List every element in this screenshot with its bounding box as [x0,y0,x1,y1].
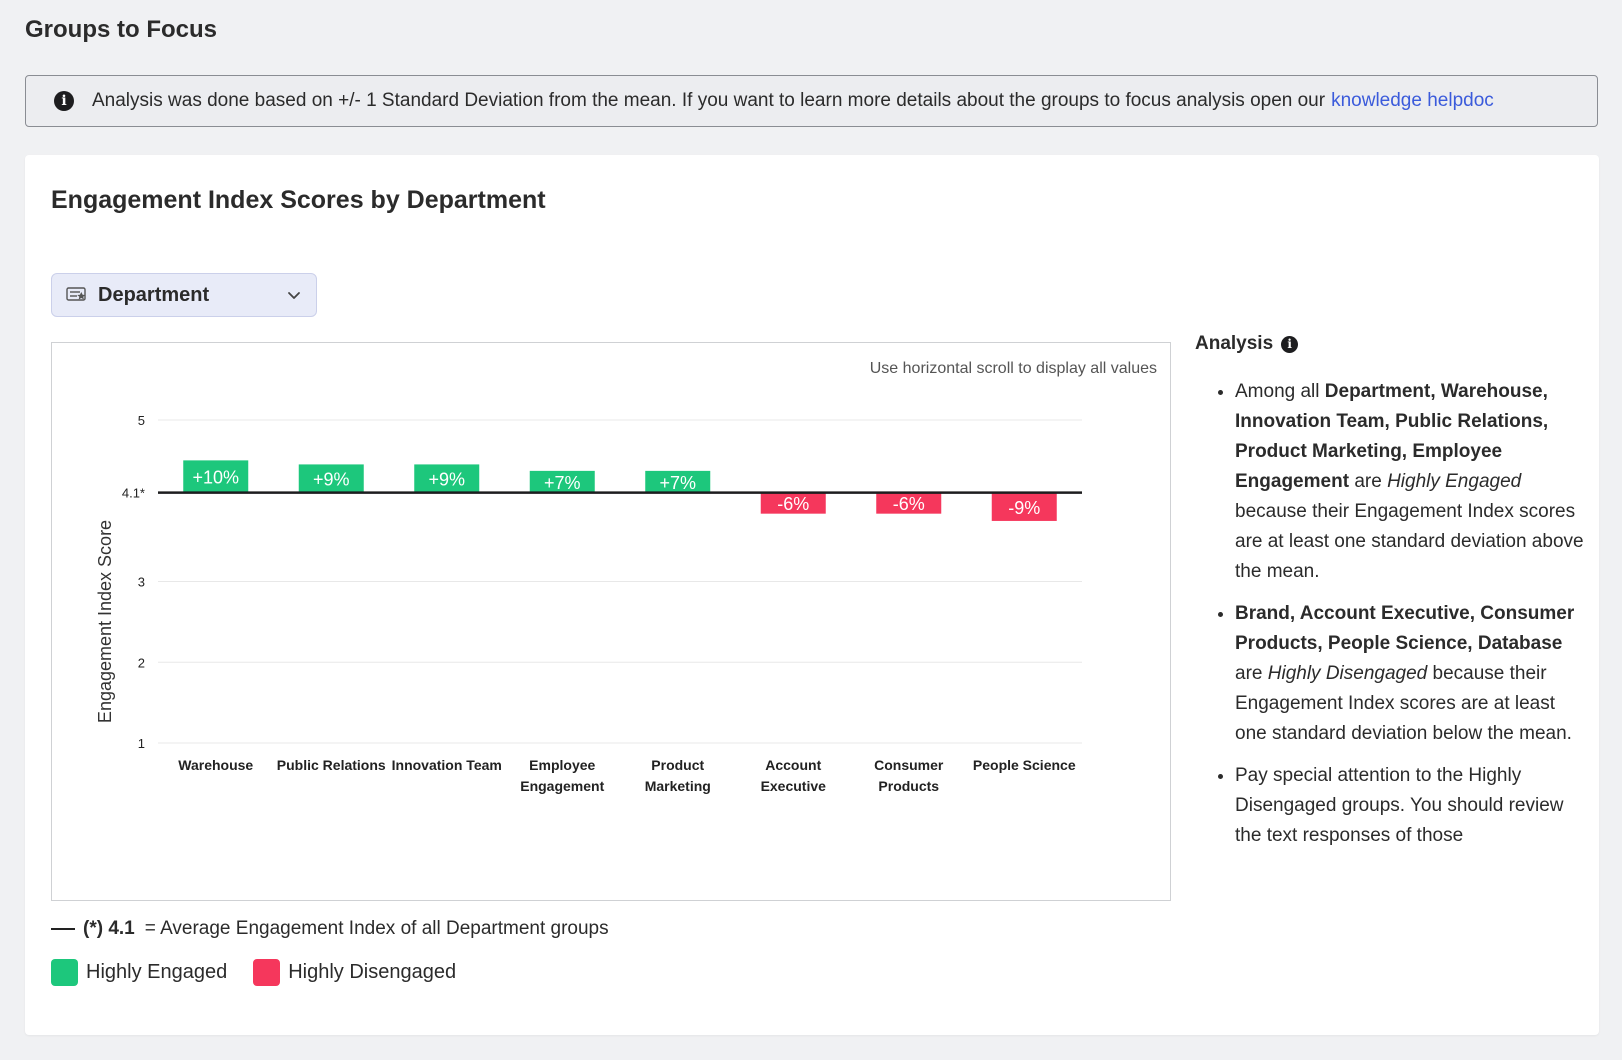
legend-engaged-label: Highly Engaged [86,961,228,983]
x-tick-label: Innovation Team [392,757,502,773]
y-tick-label: 1 [138,736,145,751]
x-tick-label: Marketing [645,778,711,794]
dropdown-value: Department [98,283,210,306]
x-tick-label: Engagement [520,778,604,794]
bar-value-label: -6% [893,494,925,514]
bar [645,470,711,493]
y-tick-label: 3 [138,575,145,590]
analysis-text: are [1354,471,1382,492]
bar [529,470,595,493]
card-title: Engagement Index Scores by Department [51,186,546,214]
chart-container[interactable]: Use horizontal scroll to display all val… [51,342,1171,901]
analysis-panel: Analysis i Among all Department, Warehou… [1195,333,1585,863]
analysis-status: Highly Disengaged [1267,663,1428,684]
grouping-icon [66,287,86,301]
y-axis-label: Engagement Index Score [95,520,115,723]
color-legend: Highly Engaged Highly Disengaged [51,959,482,986]
analysis-title: Analysis i [1195,333,1585,355]
y-tick-label: 4.1* [122,486,145,501]
bar-value-label: +7% [544,473,581,493]
legend-disengaged: Highly Disengaged [253,959,456,986]
legend-disengaged-label: Highly Disengaged [288,961,457,983]
mean-legend-value: (*) 4.1 [83,918,135,939]
analysis-text: Among all [1235,381,1320,402]
legend-engaged: Highly Engaged [51,959,227,986]
info-icon[interactable]: i [1281,335,1299,353]
x-tick-label: Warehouse [178,757,253,773]
bar [298,464,364,493]
analysis-title-text: Analysis [1195,333,1274,354]
analysis-text: because their Engagement Index scores ar… [1235,501,1584,582]
chevron-down-icon [288,292,300,299]
analysis-groups: Brand, Account Executive, Consumer Produ… [1235,603,1575,654]
y-tick-label: 5 [138,413,145,428]
bar-value-label: +7% [659,473,696,493]
x-tick-label: Products [878,778,939,794]
bar [991,492,1057,521]
bar-chart: 1 2 3 4.1* 5 Engagement Index Score +10% Wareho… [95,413,1082,794]
disengaged-swatch [253,959,281,986]
bar-value-label: -6% [777,494,809,514]
engaged-swatch [51,959,78,986]
x-tick-label: Employee [529,757,595,773]
mean-line-swatch [51,928,75,930]
bar-value-label: -9% [1008,498,1040,518]
knowledge-helpdoc-link[interactable]: knowledge helpdoc [1331,90,1494,111]
analysis-item-disengaged: Brand, Account Executive, Consumer Produ… [1235,599,1585,749]
info-banner: i Analysis was done based on +/- 1 Stand… [25,75,1598,127]
bar [414,464,480,493]
analysis-item-engaged: Among all Department, Warehouse, Innovat… [1235,377,1585,587]
analysis-text: are [1235,663,1263,684]
engagement-card: Engagement Index Scores by Department De… [25,155,1599,1035]
info-icon: i [54,91,74,111]
mean-legend: (*) 4.1 = Average Engagement Index of al… [51,918,609,940]
banner-text: Analysis was done based on +/- 1 Standar… [92,90,1326,111]
bar [760,492,826,514]
bar [876,492,942,514]
bar [183,460,249,493]
mean-legend-text: = Average Engagement Index of all Depart… [144,918,609,939]
x-tick-label: Public Relations [277,757,386,773]
analysis-groups: Department, Warehouse, Innovation Team, … [1235,381,1549,492]
analysis-text: because their Engagement Index scores ar… [1235,663,1572,744]
x-tick-label: People Science [973,757,1076,773]
page-title: Groups to Focus [25,16,217,43]
y-tick-label: 2 [138,655,145,670]
analysis-list: Among all Department, Warehouse, Innovat… [1195,377,1585,851]
analysis-item-attention: Pay special attention to the Highly Dise… [1235,761,1585,851]
grouping-dropdown[interactable]: Department [51,273,317,317]
analysis-status: Highly Engaged [1387,471,1522,492]
analysis-text: Pay special attention to the Highly Dise… [1235,765,1564,846]
bar-value-label: +10% [192,468,239,488]
x-tick-label: Account [765,757,821,773]
x-tick-label: Consumer [874,757,944,773]
x-tick-label: Product [651,757,704,773]
bar-value-label: +9% [428,470,465,490]
bar-value-label: +9% [313,470,350,490]
x-tick-label: Executive [761,778,827,794]
scroll-hint: Use horizontal scroll to display all val… [869,360,1157,377]
